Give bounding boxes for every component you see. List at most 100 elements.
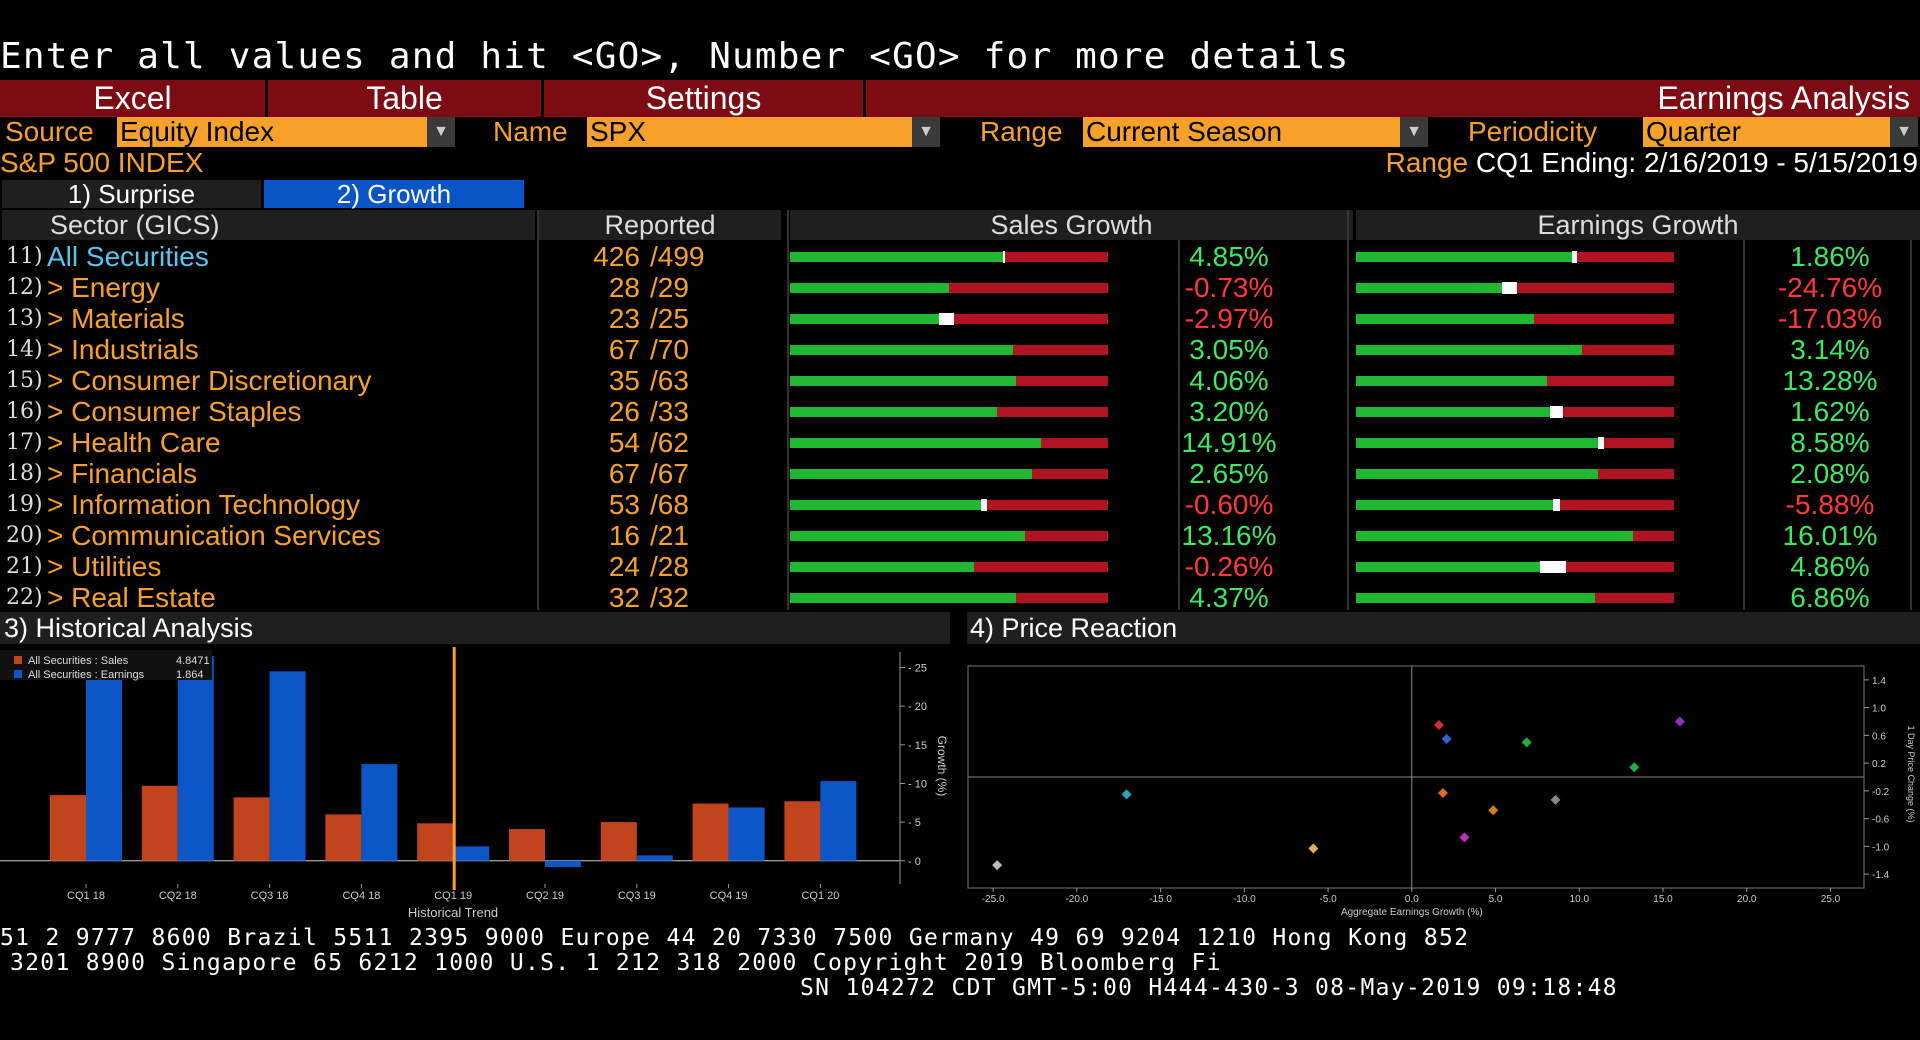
- sector-name[interactable]: > Financials: [47, 458, 198, 489]
- sector-name[interactable]: > Energy: [47, 272, 160, 303]
- header-sector[interactable]: Sector (GICS): [2, 210, 535, 240]
- name-dropdown-icon[interactable]: ▼: [912, 117, 940, 147]
- row-number: 12): [6, 275, 43, 300]
- bar-sales: [417, 823, 454, 861]
- reported-total: /25: [650, 303, 689, 334]
- bar-positive: [1356, 283, 1503, 293]
- table-row[interactable]: 11) All Securities 426/499 4.85% 1.86%: [0, 241, 1920, 272]
- sector-name[interactable]: > Consumer Discretionary: [47, 365, 372, 396]
- header-sales-growth[interactable]: Sales Growth: [790, 210, 1353, 240]
- price-reaction-title[interactable]: 4) Price Reaction: [970, 613, 1178, 643]
- table-row[interactable]: 22) > Real Estate 32/32 4.37% 6.86%: [0, 582, 1920, 613]
- earnings-growth-bar: [1356, 469, 1674, 479]
- sector-name[interactable]: > Materials: [47, 303, 185, 334]
- sector-name[interactable]: > Communication Services: [47, 520, 381, 551]
- y-tick-label: -1.0: [1872, 842, 1890, 853]
- x-tick-label: -5.0: [1319, 894, 1337, 905]
- row-number: 16): [6, 399, 43, 424]
- reported-total: /29: [650, 272, 689, 303]
- x-tick-label: CQ4 18: [342, 890, 380, 902]
- historical-analysis-title[interactable]: 3) Historical Analysis: [4, 613, 254, 643]
- sales-growth-bar: [790, 469, 1108, 479]
- command-line[interactable]: Enter all values and hit <GO>, Number <G…: [0, 36, 1350, 77]
- source-field[interactable]: Equity Index: [117, 117, 427, 147]
- bar-marker: [1553, 499, 1560, 511]
- earnings-growth-value: -5.88%: [1785, 489, 1875, 520]
- bar-negative: [790, 283, 1108, 293]
- reported-total: /32: [650, 582, 689, 613]
- scatter-point: [1488, 805, 1499, 816]
- row-number: 14): [6, 337, 43, 362]
- source-dropdown-icon[interactable]: ▼: [427, 117, 455, 147]
- reported-total: /70: [650, 334, 689, 365]
- reported-total: /68: [650, 489, 689, 520]
- sales-growth-value: -2.97%: [1184, 303, 1274, 334]
- x-tick-label: CQ1 20: [801, 890, 839, 902]
- earnings-growth-value: -17.03%: [1777, 303, 1883, 334]
- sector-name[interactable]: > Information Technology: [47, 489, 361, 520]
- reported-value: 67: [608, 334, 640, 365]
- sector-name[interactable]: > Utilities: [47, 551, 162, 582]
- sales-growth-value: -0.26%: [1184, 551, 1274, 582]
- sector-name[interactable]: > Health Care: [47, 427, 221, 458]
- earnings-growth-bar: [1356, 376, 1674, 386]
- header-earnings-growth[interactable]: Earnings Growth: [1356, 210, 1920, 240]
- bar-positive: [790, 252, 1004, 262]
- name-field[interactable]: SPX: [587, 117, 912, 147]
- settings-button[interactable]: Settings: [544, 80, 866, 117]
- bar-marker: [1502, 282, 1517, 294]
- x-axis-label: Historical Trend: [408, 905, 498, 920]
- tab-surprise[interactable]: 1) Surprise: [2, 180, 261, 208]
- excel-button[interactable]: Excel: [0, 80, 268, 117]
- bar-positive: [1356, 531, 1633, 541]
- tab-growth[interactable]: 2) Growth: [264, 180, 524, 208]
- table-row[interactable]: 16) > Consumer Staples 26/33 3.20% 1.62%: [0, 396, 1920, 427]
- y-tick-label: - 25: [908, 662, 927, 674]
- table-row[interactable]: 14) > Industrials 67/70 3.05% 3.14%: [0, 334, 1920, 365]
- bar-positive: [1356, 593, 1595, 603]
- sector-name[interactable]: > Real Estate: [47, 582, 216, 613]
- bar-positive: [1356, 500, 1554, 510]
- table-row[interactable]: 19) > Information Technology 53/68 -0.60% -5…: [0, 489, 1920, 520]
- sector-name[interactable]: > Industrials: [47, 334, 199, 365]
- periodicity-field[interactable]: Quarter: [1643, 117, 1890, 147]
- x-tick-label: CQ4 19: [710, 890, 748, 902]
- sector-name[interactable]: > Consumer Staples: [47, 396, 302, 427]
- y-tick-label: 0.6: [1872, 731, 1886, 742]
- sector-name[interactable]: All Securities: [47, 241, 209, 272]
- bar-marker: [939, 313, 954, 325]
- sales-growth-value: 4.85%: [1189, 241, 1269, 272]
- historical-analysis-header: 3) Historical Analysis: [0, 612, 950, 644]
- table-row[interactable]: 15) > Consumer Discretionary 35/63 4.06% 13.…: [0, 365, 1920, 396]
- header-reported[interactable]: Reported: [539, 210, 781, 240]
- table-row[interactable]: 13) > Materials 23/25 -2.97% -17.03%: [0, 303, 1920, 334]
- bar-positive: [1356, 345, 1582, 355]
- column-divider: [537, 210, 539, 610]
- reported-count: 426/499: [580, 241, 704, 272]
- earnings-growth-value: 1.62%: [1790, 396, 1870, 427]
- legend-swatch: [14, 656, 22, 664]
- x-tick-label: CQ1 18: [67, 890, 105, 902]
- periodicity-dropdown-icon[interactable]: ▼: [1890, 117, 1918, 147]
- table-row[interactable]: 12) > Energy 28/29 -0.73% -24.76%: [0, 272, 1920, 303]
- table-row[interactable]: 20) > Communication Services 16/21 13.16% 16…: [0, 520, 1920, 551]
- reported-count: 54/62: [580, 427, 689, 458]
- earnings-growth-value: -24.76%: [1777, 272, 1883, 303]
- reported-total: /28: [650, 551, 689, 582]
- range-info-label: Range: [1385, 147, 1469, 178]
- range-dropdown-icon[interactable]: ▼: [1400, 117, 1428, 147]
- sales-growth-bar: [790, 438, 1108, 448]
- table-row[interactable]: 17) > Health Care 54/62 14.91% 8.58%: [0, 427, 1920, 458]
- scatter-point: [1674, 716, 1685, 727]
- historical-growth-chart: - 0 - 5 - 10 - 15 - 20 - 25 CQ1 18 CQ2 18 CQ3 18…: [0, 647, 949, 920]
- row-number: 17): [6, 430, 43, 455]
- table-button[interactable]: Table: [268, 80, 544, 117]
- bar-marker: [1003, 251, 1005, 263]
- legend-swatch: [14, 670, 22, 678]
- table-row[interactable]: 18) > Financials 67/67 2.65% 2.08%: [0, 458, 1920, 489]
- range-field[interactable]: Current Season: [1083, 117, 1400, 147]
- column-divider: [787, 210, 789, 610]
- table-row[interactable]: 21) > Utilities 24/28 -0.26% 4.86%: [0, 551, 1920, 582]
- sales-growth-bar: [790, 407, 1108, 417]
- bar-sales: [50, 795, 86, 861]
